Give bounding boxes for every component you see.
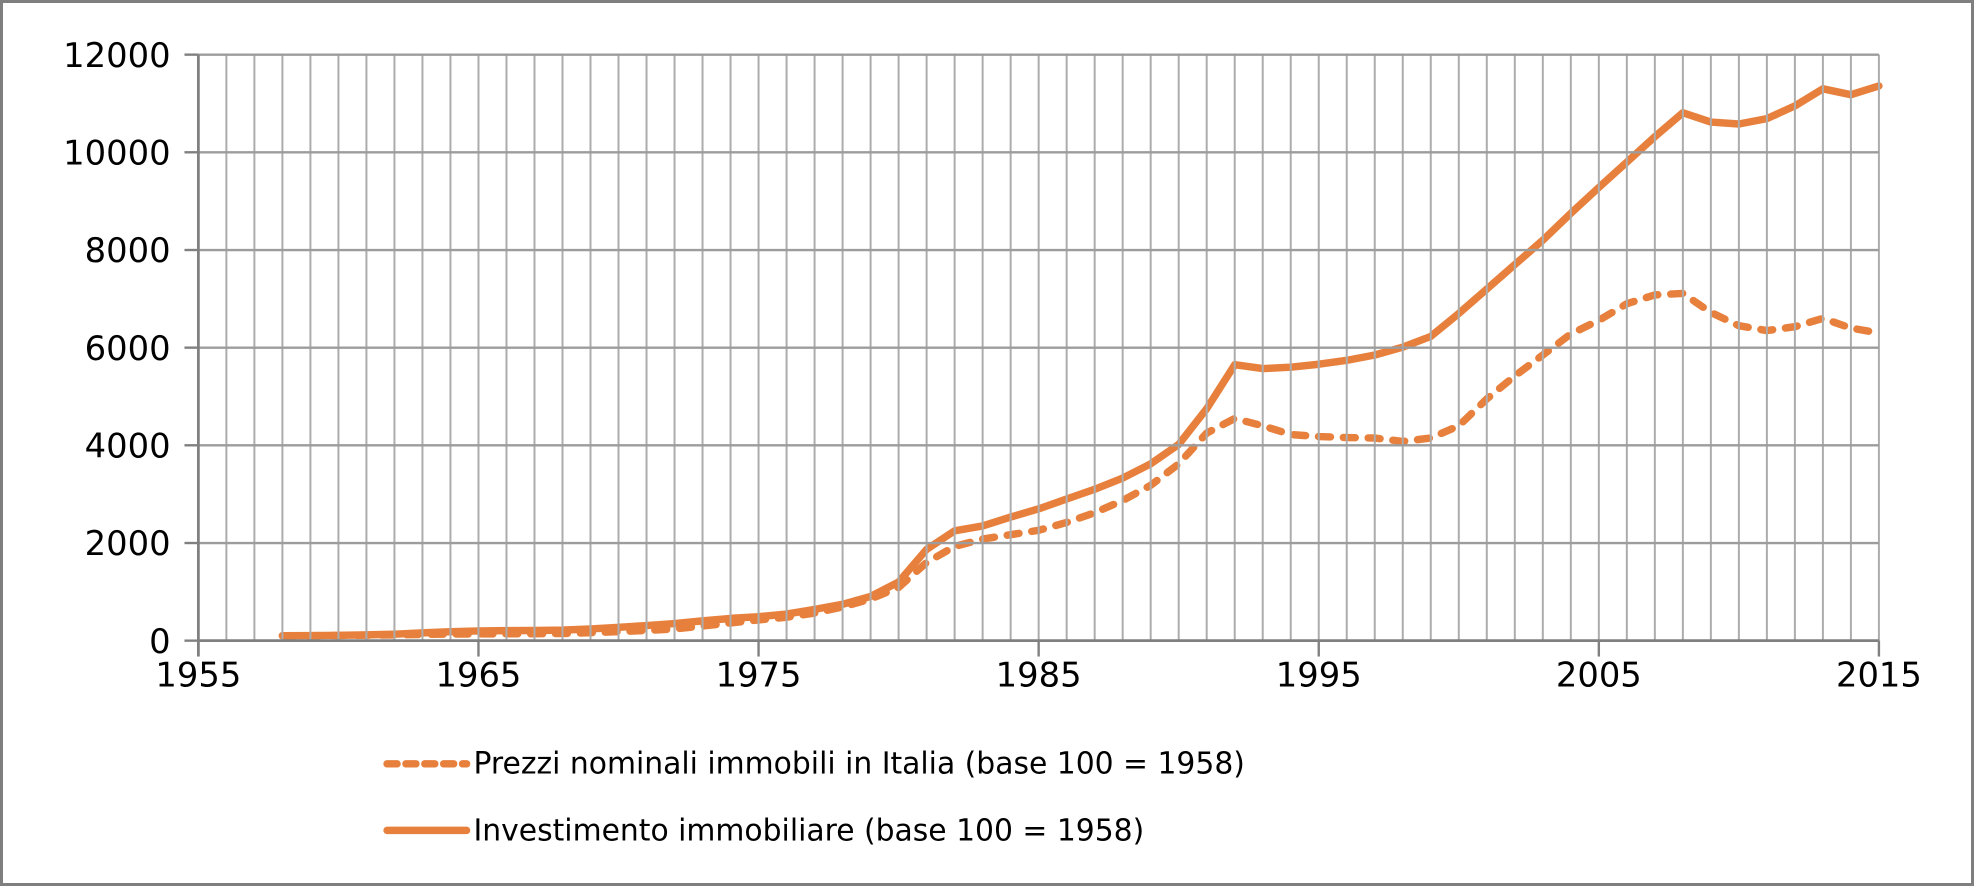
x-tick-label: 1995 xyxy=(1276,655,1362,694)
x-tick-label: 1965 xyxy=(436,655,522,694)
x-tick-label: 1955 xyxy=(155,655,241,694)
series-investimento-line xyxy=(278,82,1883,640)
legend-label: Investimento immobiliare (base 100 = 195… xyxy=(474,813,1145,848)
y-tick-label: 12000 xyxy=(63,36,170,75)
y-tick-label: 10000 xyxy=(63,133,170,172)
y-tick-label: 0 xyxy=(149,622,170,661)
y-tick-label: 6000 xyxy=(85,329,171,368)
legend-label: Prezzi nominali immobili in Italia (base… xyxy=(474,747,1245,782)
x-tick-label: 2005 xyxy=(1556,655,1642,694)
y-tick-label: 2000 xyxy=(85,524,171,563)
x-tick-label: 2015 xyxy=(1836,655,1922,694)
line-chart: 0 2000 4000 6000 8000 10000 12000 1955 1965 1975 1… xyxy=(63,36,1922,848)
x-tick-label: 1975 xyxy=(716,655,802,694)
x-tick-label: 1985 xyxy=(996,655,1082,694)
y-tick-label: 8000 xyxy=(85,231,171,270)
y-tick-label: 4000 xyxy=(85,426,171,465)
series-prezzi-nominali-line xyxy=(278,289,1883,640)
